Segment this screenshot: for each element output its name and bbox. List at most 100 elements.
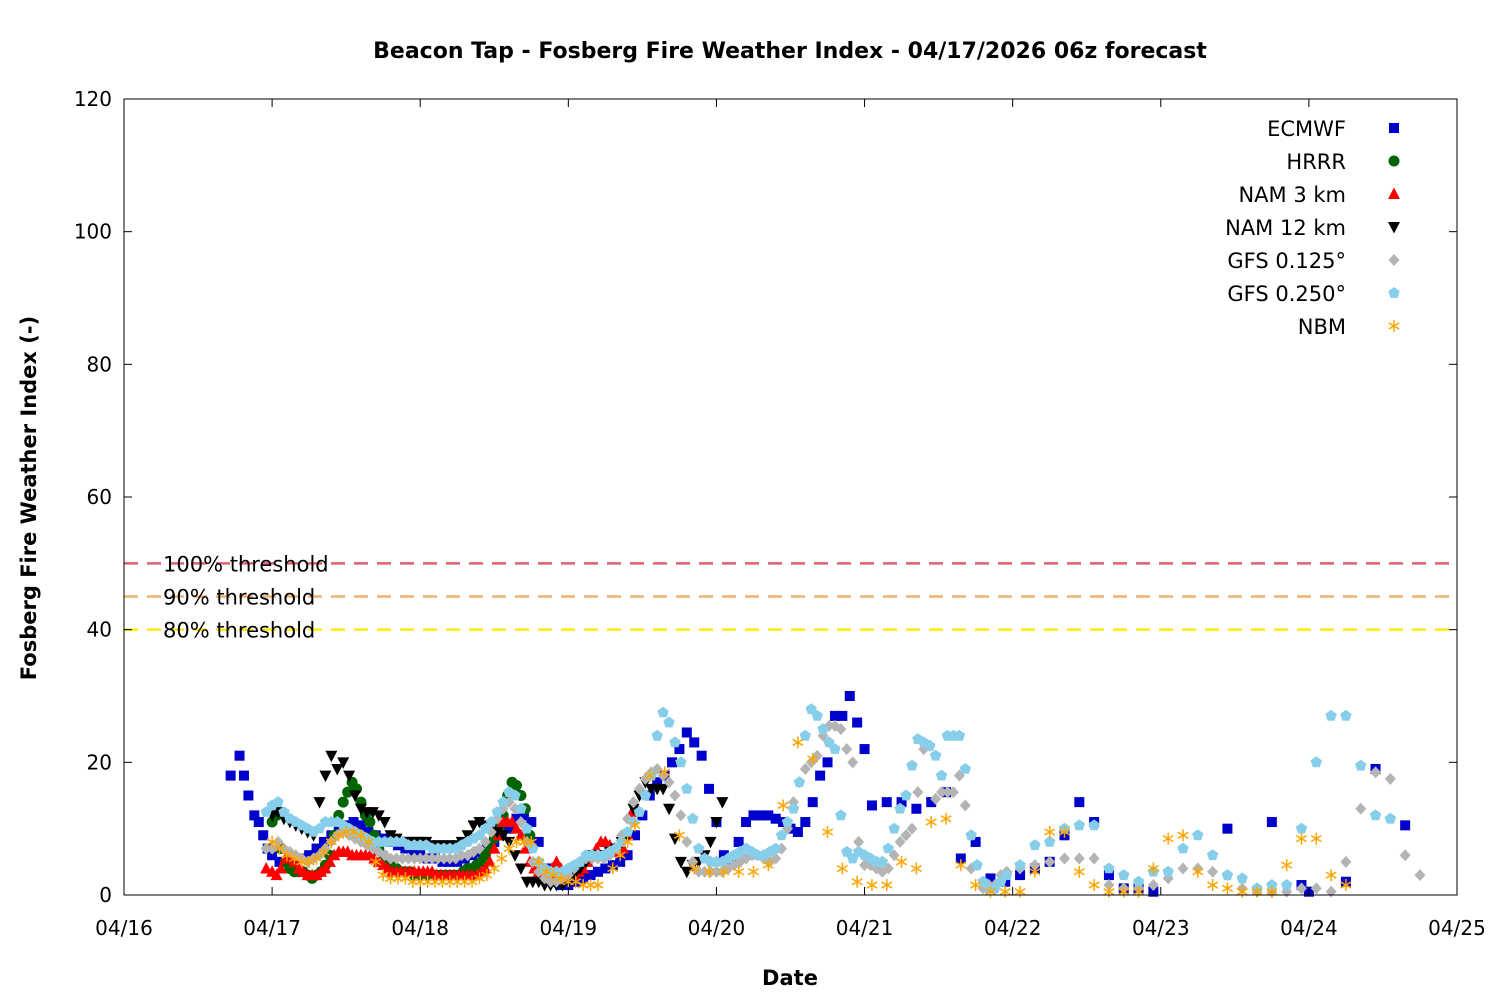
- data-point: [799, 762, 811, 775]
- legend-label: NAM 3 km: [1238, 183, 1346, 207]
- data-point: [355, 820, 366, 831]
- data-point: [970, 836, 981, 847]
- data-point: [1103, 879, 1115, 892]
- data-point: [585, 870, 596, 881]
- data-point: [906, 822, 918, 835]
- data-point: [696, 750, 707, 761]
- data-point: [941, 786, 953, 799]
- legend-label: ECMWF: [1267, 117, 1346, 141]
- data-point: [1147, 879, 1159, 892]
- data-point: [1029, 865, 1041, 878]
- data-point: [669, 736, 681, 748]
- data-point: [600, 863, 611, 874]
- y-tick-label: 120: [74, 87, 112, 111]
- data-point: [716, 797, 729, 809]
- data-point: [550, 855, 563, 867]
- axes: 0 20 40 60 80 100 120 04/16 04/17 04/18 04/19 04/20…: [74, 87, 1486, 940]
- data-point: [260, 861, 273, 874]
- data-point: [629, 830, 640, 841]
- data-point: [253, 817, 264, 828]
- data-point: [303, 855, 315, 868]
- data-point: [953, 729, 966, 741]
- data-point: [935, 769, 948, 781]
- data-point: [853, 835, 865, 848]
- data-point: [1014, 859, 1026, 870]
- data-point: [1340, 855, 1352, 868]
- data-point: [272, 835, 284, 848]
- legend-marker: [1388, 320, 1400, 332]
- data-point: [1399, 849, 1411, 862]
- data-point: [847, 756, 859, 769]
- data-point: [466, 875, 478, 888]
- data-point: [815, 770, 826, 781]
- data-point: [770, 842, 782, 854]
- data-point: [570, 875, 582, 888]
- data-point: [894, 835, 906, 848]
- data-point: [687, 812, 699, 824]
- data-point: [526, 817, 537, 828]
- data-point: [829, 743, 841, 754]
- data-point: [911, 803, 922, 814]
- data-point: [514, 863, 527, 875]
- data-point: [821, 825, 834, 838]
- data-point: [614, 849, 626, 862]
- data-point: [372, 810, 385, 822]
- data-point: [519, 842, 532, 854]
- data-point: [1074, 797, 1085, 808]
- data-point: [1177, 862, 1189, 875]
- data-point: [1281, 879, 1293, 890]
- data-point: [1088, 879, 1100, 892]
- data-point: [1132, 885, 1145, 898]
- legend-marker: [1388, 287, 1400, 298]
- x-axis-label: Date: [762, 966, 818, 990]
- data-point: [1355, 802, 1367, 815]
- data-point: [615, 856, 626, 867]
- data-point: [910, 862, 922, 875]
- data-point: [1295, 882, 1307, 895]
- data-point: [1384, 812, 1397, 824]
- data-point: [1310, 882, 1322, 895]
- data-point: [592, 866, 603, 877]
- x-tick-label: 04/20: [688, 916, 746, 940]
- data-point: [313, 797, 326, 809]
- data-point: [1148, 886, 1159, 897]
- data-point: [1310, 832, 1322, 845]
- x-tick-label: 04/16: [95, 916, 153, 940]
- data-point: [1222, 823, 1233, 834]
- data-point: [955, 859, 967, 872]
- data-point: [959, 799, 971, 812]
- data-point: [1340, 879, 1352, 892]
- data-point: [657, 783, 670, 796]
- data-point: [509, 789, 521, 801]
- series-ecmwf: [225, 691, 1411, 897]
- data-point: [733, 836, 744, 847]
- data-point: [578, 873, 589, 884]
- data-point: [1162, 832, 1174, 845]
- data-point: [343, 770, 356, 783]
- data-point: [793, 776, 806, 788]
- data-point: [627, 803, 640, 816]
- data-point: [310, 852, 323, 865]
- data-point: [1207, 865, 1219, 878]
- data-point: [370, 855, 382, 868]
- data-point: [1384, 772, 1396, 785]
- data-point: [337, 796, 349, 808]
- data-point: [521, 822, 533, 834]
- data-point: [1251, 885, 1263, 898]
- data-point: [1295, 832, 1308, 845]
- data-point: [1001, 869, 1013, 880]
- data-point: [999, 885, 1011, 898]
- data-point: [503, 842, 515, 855]
- data-point: [377, 869, 389, 882]
- data-point: [533, 836, 544, 847]
- data-point: [929, 749, 942, 761]
- data-point: [1132, 875, 1145, 887]
- data-point: [710, 817, 723, 829]
- data-point: [488, 862, 500, 875]
- data-point: [555, 872, 567, 885]
- data-point: [1103, 870, 1114, 881]
- legend-label: NAM 12 km: [1225, 216, 1346, 240]
- data-point: [414, 852, 426, 865]
- data-point: [639, 789, 652, 801]
